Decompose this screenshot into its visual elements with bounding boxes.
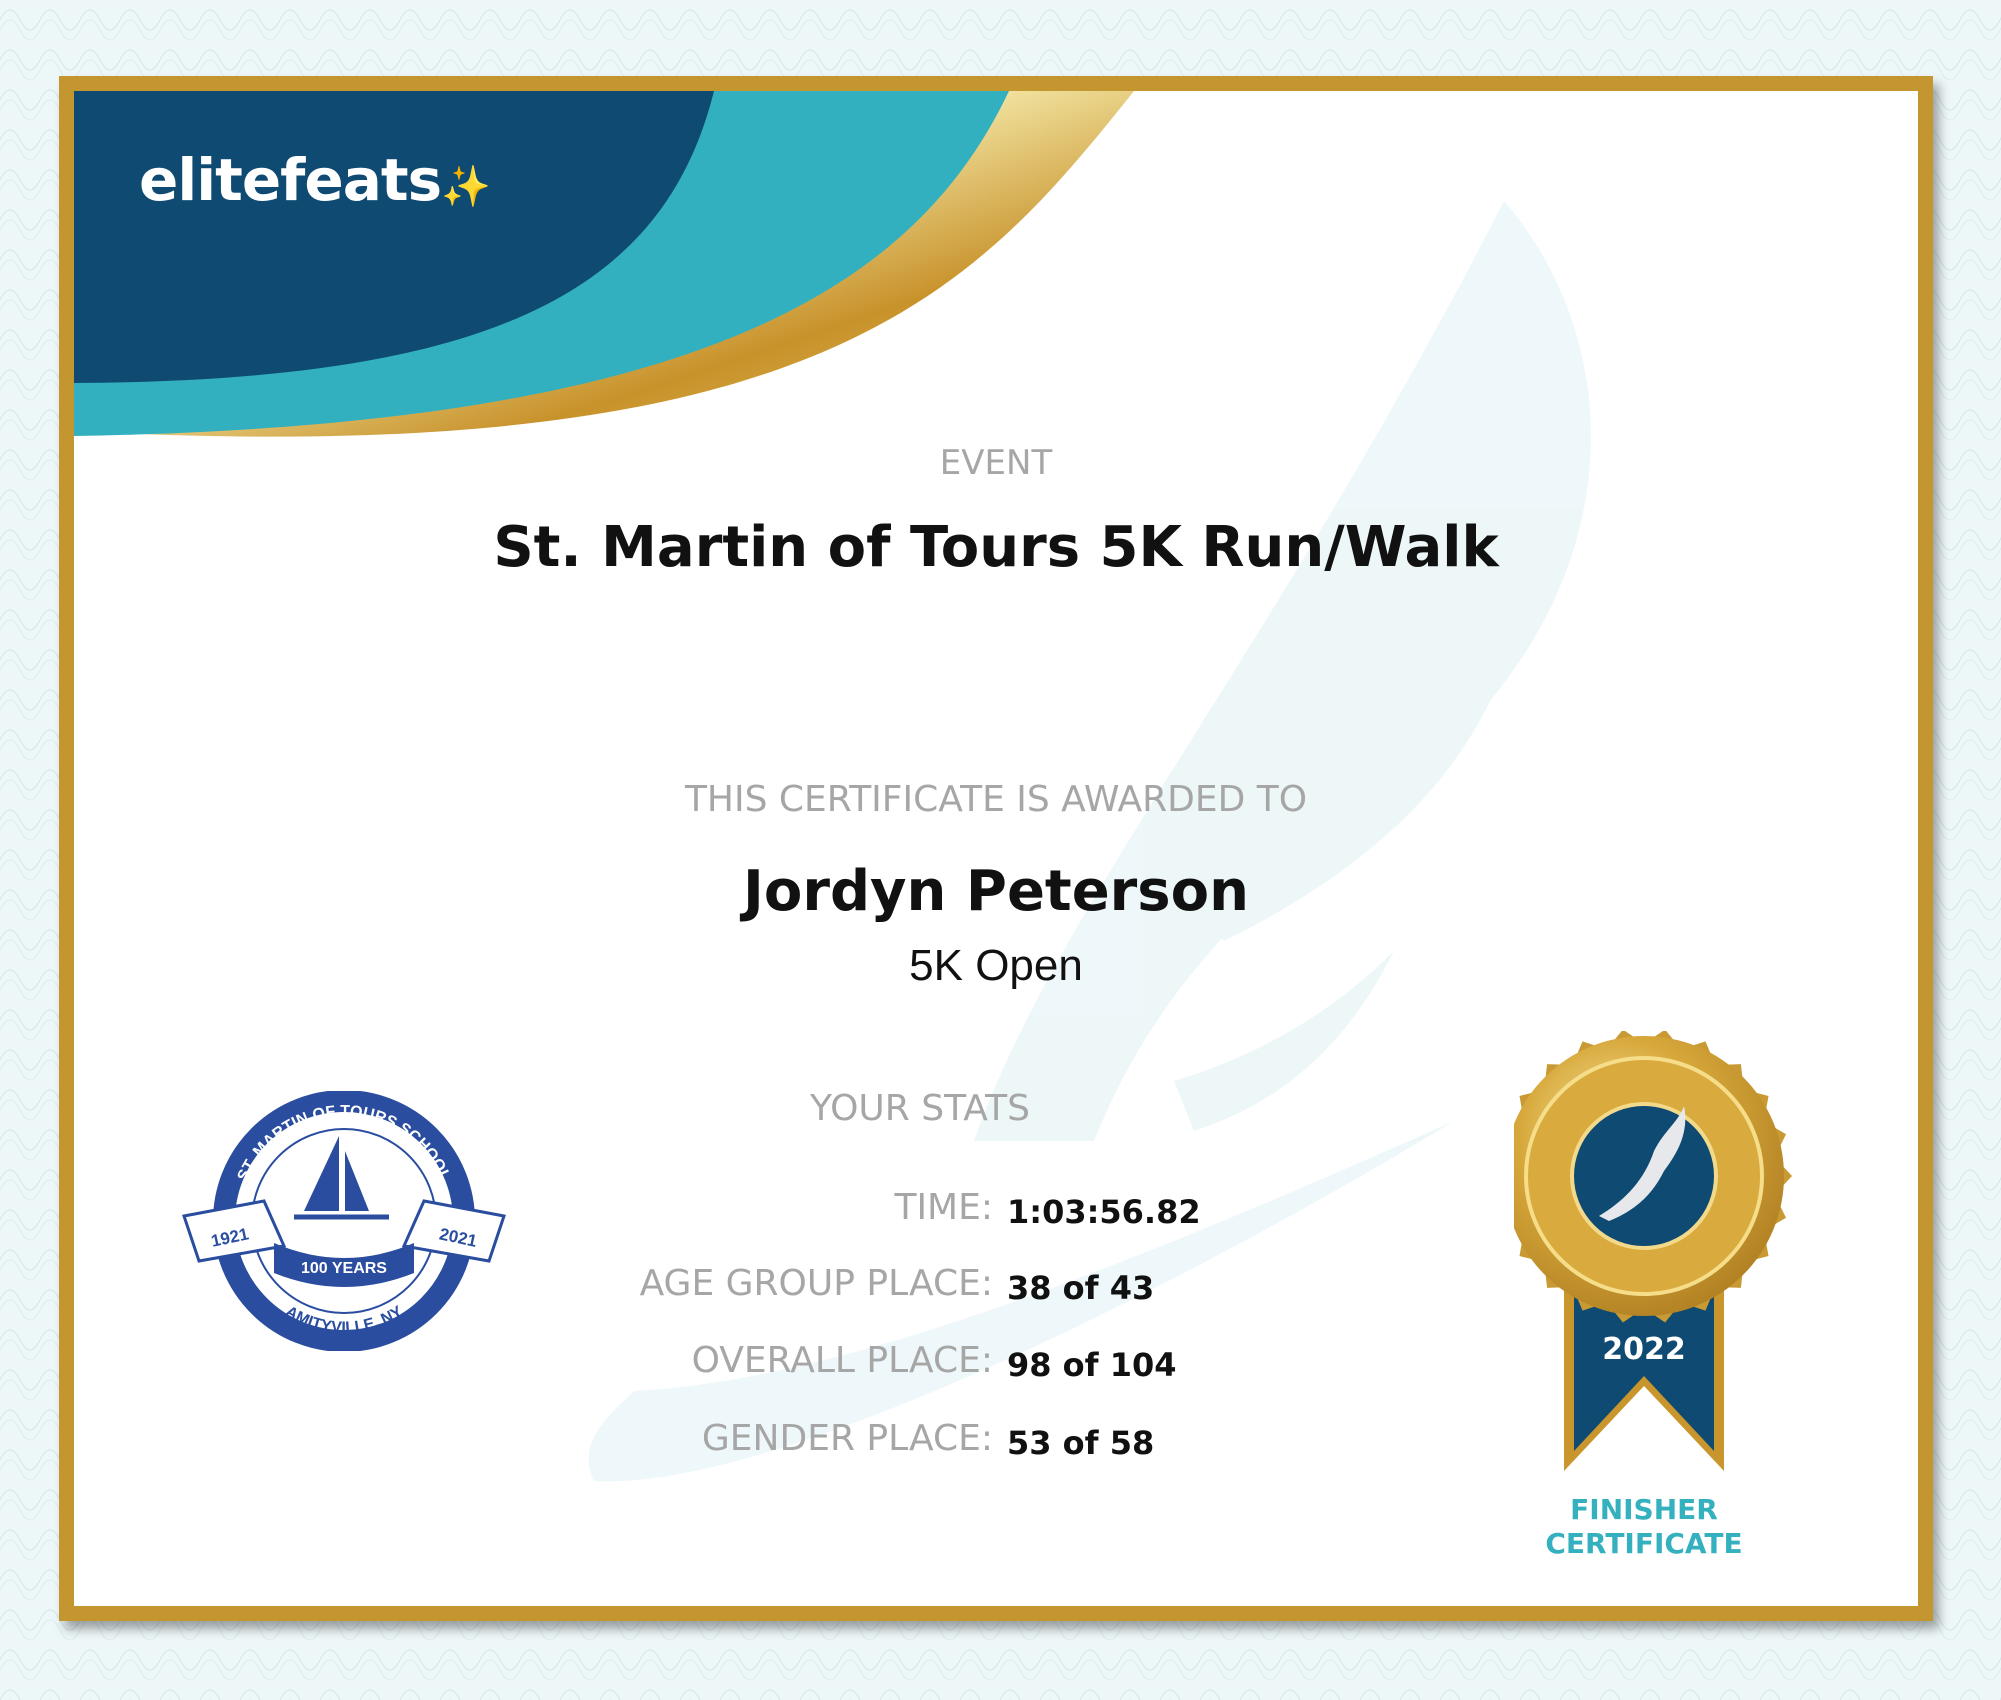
winged-foot-icon bbox=[1599, 1106, 1686, 1221]
stat-row-gender: GENDER PLACE: 53 of 58 bbox=[701, 1418, 1155, 1462]
stat-row-age-group: AGE GROUP PLACE: 38 of 43 bbox=[639, 1263, 1155, 1307]
certificate-frame: elitefeats✨ EVENT St. Martin of Tours 5K… bbox=[59, 76, 1933, 1621]
stat-row-time: TIME: 1:03:56.82 bbox=[894, 1187, 1201, 1231]
finisher-certificate-label: FINISHER CERTIFICATE bbox=[1545, 1493, 1743, 1560]
recipient-name: Jordyn Peterson bbox=[743, 859, 1249, 924]
winged-foot-watermark bbox=[588, 201, 1591, 1482]
winged-foot-icon: ✨ bbox=[441, 164, 491, 210]
event-title: St. Martin of Tours 5K Run/Walk bbox=[493, 515, 1499, 580]
badge-year: 2022 bbox=[1602, 1332, 1686, 1367]
svg-text:100 YEARS: 100 YEARS bbox=[301, 1260, 387, 1277]
header-swoosh bbox=[74, 91, 1591, 1482]
stat-row-overall: OVERALL PLACE: 98 of 104 bbox=[691, 1340, 1177, 1384]
school-seal: ST. MARTIN OF TOURS SCHOOL 1921 2021 100… bbox=[182, 1091, 506, 1351]
event-label: EVENT bbox=[939, 443, 1053, 483]
awarded-to-label: THIS CERTIFICATE IS AWARDED TO bbox=[684, 779, 1308, 820]
elitefeats-logo: elitefeats✨ bbox=[139, 146, 491, 214]
finisher-badge: 2022 bbox=[1514, 1031, 1792, 1471]
division: 5K Open bbox=[909, 941, 1083, 990]
stats-title: YOUR STATS bbox=[810, 1088, 1030, 1129]
